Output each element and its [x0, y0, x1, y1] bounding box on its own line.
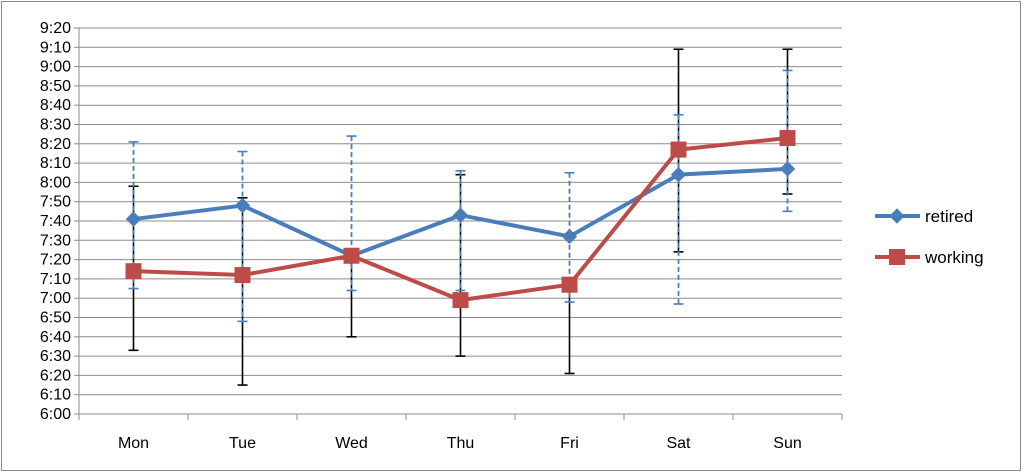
point-retired-sat: [670, 166, 687, 183]
y-tick-label: 6:40: [40, 329, 71, 346]
point-retired-sun: [779, 161, 796, 177]
x-tick-label-wed: Wed: [335, 435, 368, 452]
point-working-sat: [670, 141, 687, 158]
legend-label-working: working: [924, 248, 984, 267]
point-retired-mon: [125, 211, 142, 227]
y-tick-label: 6:20: [40, 367, 71, 384]
point-working-thu: [452, 292, 469, 309]
point-working-mon: [125, 263, 142, 280]
y-tick-label: 8:10: [40, 155, 71, 172]
point-working-fri: [561, 276, 578, 293]
y-tick-label: 8:00: [40, 174, 71, 191]
x-tick-label-sun: Sun: [773, 435, 801, 452]
y-tick-label: 6:10: [40, 387, 71, 404]
y-tick-label: 7:40: [40, 213, 71, 230]
y-tick-label: 7:50: [40, 194, 71, 211]
y-tick-label: 7:10: [40, 271, 71, 288]
point-retired-tue: [234, 197, 251, 214]
legend-marker-retired: [889, 208, 905, 224]
x-tick-label-sat: Sat: [666, 435, 691, 452]
y-tick-label: 9:00: [40, 59, 71, 76]
point-retired-thu: [452, 207, 469, 223]
series-markers: [125, 130, 796, 309]
x-tick-label-mon: Mon: [118, 435, 149, 452]
y-tick-label: 8:50: [40, 78, 71, 95]
legend: retired working: [875, 207, 984, 267]
legend-label-retired: retired: [925, 207, 973, 226]
tick-labels: 6:00 6:10 6:20 6:30 6:40 6:50 7:00 7:10 7:20 7:30…: [40, 20, 802, 452]
point-working-tue: [234, 267, 251, 284]
y-tick-label: 6:50: [40, 310, 71, 327]
x-tick-label-tue: Tue: [229, 435, 256, 452]
y-tick-label: 7:20: [40, 252, 71, 269]
point-working-sun: [779, 130, 796, 147]
point-retired-fri: [561, 228, 578, 245]
x-tick-label-fri: Fri: [560, 435, 579, 452]
y-tick-label: 9:20: [40, 20, 71, 37]
point-working-wed: [343, 247, 360, 264]
y-tick-label: 6:30: [40, 348, 71, 365]
y-tick-label: 8:30: [40, 117, 71, 134]
y-tick-label: 6:00: [40, 406, 71, 423]
y-tick-label: 7:00: [40, 290, 71, 307]
x-tick-label-thu: Thu: [447, 435, 475, 452]
legend-marker-working: [889, 249, 905, 265]
y-tick-label: 8:20: [40, 136, 71, 153]
y-tick-label: 7:30: [40, 232, 71, 249]
y-tick-label: 9:10: [40, 39, 71, 56]
y-tick-label: 8:40: [40, 97, 71, 114]
axes: [74, 27, 843, 420]
